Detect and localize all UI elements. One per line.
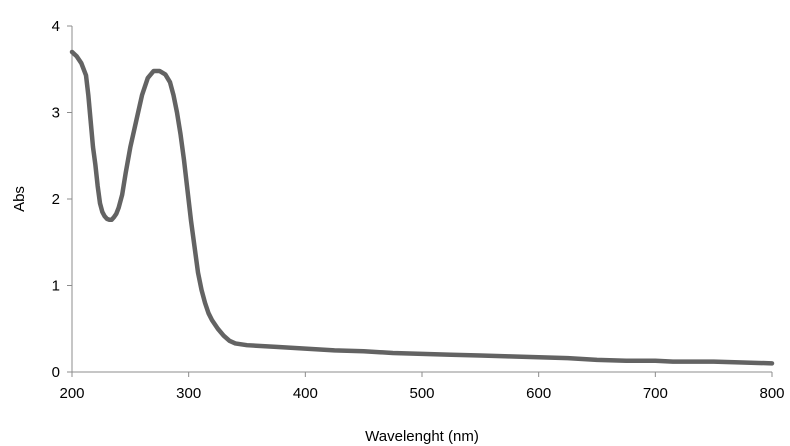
y-tick-label: 3 — [52, 105, 60, 122]
data-point — [146, 76, 150, 80]
x-axis-title: Wavelenght (nm) — [365, 428, 479, 445]
data-point — [245, 343, 249, 347]
x-tick-label: 200 — [59, 385, 84, 402]
data-point — [128, 145, 132, 149]
x-tick-label: 400 — [293, 385, 318, 402]
x-tick-label: 500 — [409, 385, 434, 402]
data-point — [112, 215, 116, 219]
data-point — [449, 353, 453, 357]
data-point — [741, 360, 745, 364]
data-point — [333, 348, 337, 352]
data-point — [124, 171, 128, 175]
data-point — [303, 347, 307, 351]
data-point — [117, 206, 121, 210]
data-point — [653, 359, 657, 363]
data-point — [391, 351, 395, 355]
data-point — [712, 360, 716, 364]
data-point — [168, 80, 172, 84]
data-point — [210, 318, 214, 322]
data-point — [189, 219, 193, 223]
data-point — [566, 356, 570, 360]
data-point — [478, 354, 482, 358]
data-point — [91, 145, 95, 149]
data-point — [93, 162, 97, 166]
data-point — [216, 327, 220, 331]
data-point — [228, 339, 232, 343]
y-tick-label: 0 — [52, 364, 60, 381]
y-tick-label: 4 — [52, 18, 60, 35]
y-tick-label: 2 — [52, 191, 60, 208]
data-point — [537, 355, 541, 359]
data-point — [134, 119, 138, 123]
data-point — [172, 93, 176, 97]
data-point — [196, 271, 200, 275]
data-point — [89, 119, 93, 123]
data-point — [182, 158, 186, 162]
data-point — [222, 334, 226, 338]
data-point — [86, 93, 90, 97]
data-point — [193, 245, 197, 249]
data-point — [79, 61, 83, 65]
data-point — [362, 349, 366, 353]
data-point — [203, 301, 207, 305]
data-point — [274, 345, 278, 349]
x-ticks: 200 300 400 500 600 700 800 — [59, 372, 785, 402]
y-tick-label: 1 — [52, 278, 60, 295]
data-point — [84, 73, 88, 77]
data-point — [200, 288, 204, 292]
data-point — [770, 361, 774, 365]
data-point — [420, 352, 424, 356]
series-line — [69, 49, 775, 366]
data-point — [595, 358, 599, 362]
data-point — [179, 132, 183, 136]
data-point — [671, 360, 675, 364]
data-point — [508, 354, 512, 358]
y-axis-title: Abs — [11, 186, 28, 212]
data-point — [233, 341, 237, 345]
data-point — [683, 360, 687, 364]
data-point — [140, 93, 144, 97]
x-tick-label: 600 — [526, 385, 551, 402]
x-tick-label: 800 — [759, 385, 784, 402]
data-point — [100, 210, 104, 214]
data-point — [158, 69, 162, 73]
data-point — [70, 50, 74, 54]
data-point — [186, 188, 190, 192]
data-point — [175, 111, 179, 115]
y-ticks: 0 1 2 3 4 — [52, 18, 72, 381]
data-point — [152, 69, 156, 73]
plot-area: 0 1 2 3 4 200 300 400 500 600 700 800 — [52, 18, 785, 402]
data-point — [120, 193, 124, 197]
x-tick-label: 300 — [176, 385, 201, 402]
data-point — [163, 72, 167, 76]
data-point — [75, 54, 79, 58]
data-point — [624, 359, 628, 363]
data-point — [207, 311, 211, 315]
x-tick-label: 700 — [643, 385, 668, 402]
data-point — [96, 184, 100, 188]
data-point — [98, 201, 102, 205]
data-point — [114, 212, 118, 216]
